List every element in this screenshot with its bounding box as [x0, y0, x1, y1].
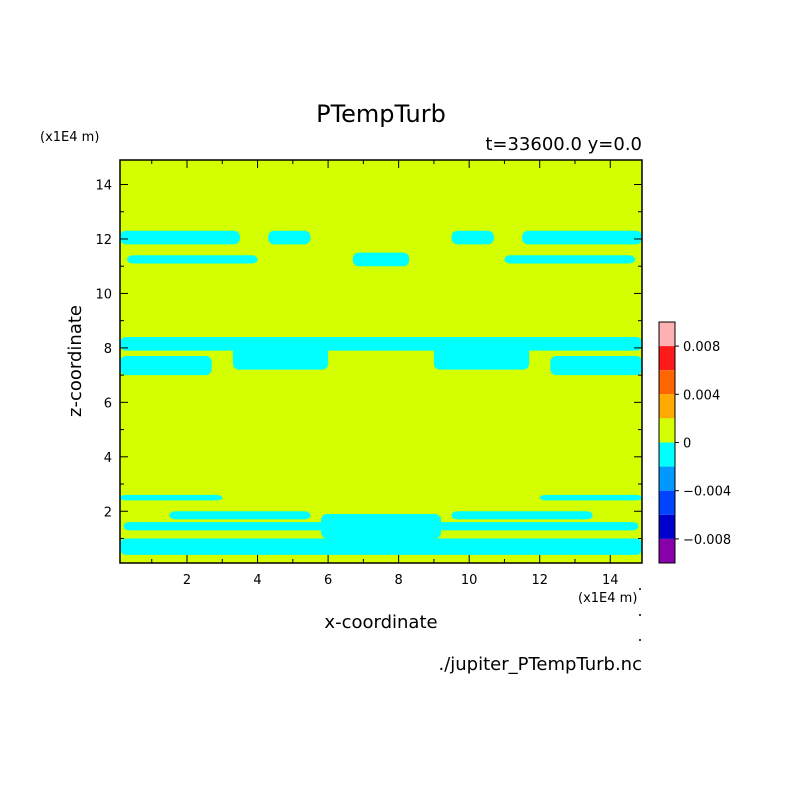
x-axis-unit: (x1E4 m)	[578, 591, 637, 606]
colorbar-tick-label: −0.004	[683, 485, 731, 500]
colorbar-level	[659, 370, 675, 395]
negative-region	[451, 230, 494, 245]
negative-region	[232, 336, 329, 370]
y-tick-label: 2	[104, 505, 112, 520]
negative-region	[433, 336, 530, 370]
x-tick-label: 4	[253, 573, 261, 588]
y-tick-label: 6	[104, 396, 112, 411]
negative-region	[550, 356, 642, 376]
y-axis-label: z-coordinate	[65, 305, 86, 417]
negative-region	[522, 230, 642, 245]
y-tick-label: 10	[95, 287, 112, 302]
marker-dot	[639, 614, 641, 616]
negative-region	[127, 255, 258, 264]
negative-region	[120, 230, 240, 245]
y-axis-unit: (x1E4 m)	[40, 130, 99, 145]
x-tick-label: 10	[461, 573, 478, 588]
source-file-label: ./jupiter_PTempTurb.nc	[438, 654, 642, 675]
y-axis-ticks: 2 4 6 8 10 12 14	[95, 179, 642, 539]
chart-subtitle: t=33600.0 y=0.0	[485, 134, 642, 155]
colorbar-level	[659, 418, 675, 443]
colorbar-level	[659, 394, 675, 419]
negative-region	[268, 230, 311, 245]
colorbar-level	[659, 490, 675, 515]
colorbar-level	[659, 346, 675, 371]
contour-plot-area: 2 4 6 8 10 12 14 2 4 6 8 10 12 14	[95, 159, 643, 588]
x-tick-label: 2	[183, 573, 191, 588]
colorbar: 0.008 0.004 0 −0.004 −0.008	[658, 321, 731, 564]
x-tick-label: 14	[602, 573, 619, 588]
colorbar-tick-label: 0.004	[683, 388, 720, 403]
colorbar-level	[659, 322, 675, 347]
marker-dot	[639, 588, 641, 590]
negative-region	[120, 538, 642, 555]
negative-region	[120, 336, 642, 351]
colorbar-tick-label: 0.008	[683, 340, 720, 355]
negative-region	[169, 511, 311, 520]
colorbar-level	[659, 466, 675, 491]
y-tick-label: 4	[104, 451, 112, 466]
negative-region	[120, 494, 223, 501]
marker-dot	[639, 639, 641, 641]
negative-region	[451, 511, 593, 520]
x-axis-ticks: 2 4 6 8 10 12 14	[151, 160, 619, 588]
negative-region	[504, 255, 635, 264]
negative-anomaly-bands	[120, 230, 642, 555]
x-axis-label: x-coordinate	[324, 612, 437, 633]
negative-region	[321, 513, 441, 539]
negative-region	[120, 356, 212, 376]
x-tick-label: 6	[324, 573, 332, 588]
plot-frame	[119, 159, 643, 564]
negative-region	[352, 252, 410, 267]
y-tick-label: 14	[95, 179, 112, 194]
x-tick-label: 8	[394, 573, 402, 588]
colorbar-tick-label: −0.008	[683, 533, 731, 548]
colorbar-level	[659, 514, 675, 539]
x-tick-label: 12	[531, 573, 548, 588]
colorbar-level	[659, 538, 675, 563]
chart-title: PTempTurb	[316, 100, 446, 128]
colorbar-tick-label: 0	[683, 437, 691, 452]
y-tick-label: 8	[104, 342, 112, 357]
colorbar-level	[659, 442, 675, 467]
negative-region	[539, 494, 642, 501]
y-tick-label: 12	[95, 233, 112, 248]
